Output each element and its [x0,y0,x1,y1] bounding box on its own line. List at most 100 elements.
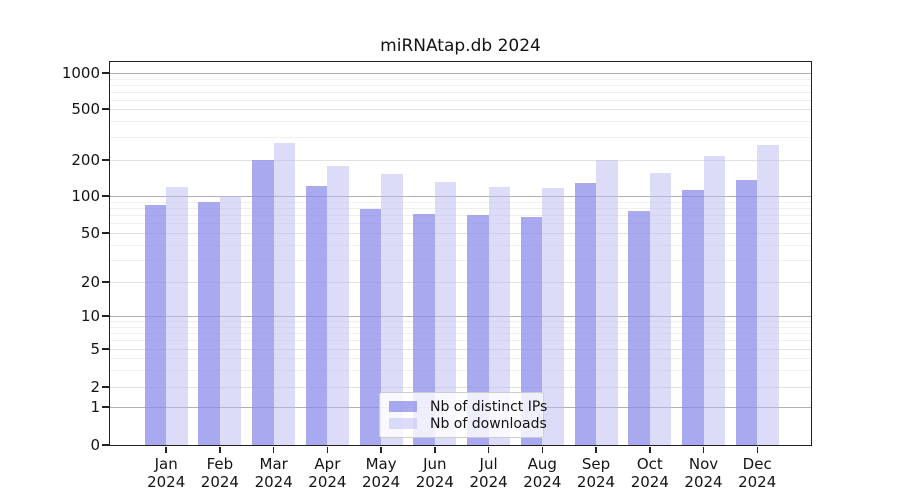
gridline-30 [110,260,811,262]
gridline-20 [110,282,811,283]
bar-downloads-sep [596,160,618,445]
legend-item-downloads: Nb of downloads [389,415,547,432]
gridline-900 [110,78,811,80]
x-tick-label-may: May 2024 [362,455,401,491]
y-tick-label-2: 2 [90,378,100,396]
bar-downloads-mar [273,142,296,445]
y-tick-label-1: 1 [90,398,100,416]
legend-label-downloads: Nb of downloads [430,415,547,432]
y-tick-label-500: 500 [71,100,100,118]
gridline-50 [110,233,811,234]
x-tick-mark-sep [595,446,597,453]
x-tick-label-mar: Mar 2024 [254,455,293,491]
y-tick-mark-50 [102,232,109,234]
bar-ips-mar [252,160,274,445]
bar-ips-may [359,208,382,445]
y-tick-label-100: 100 [71,187,100,205]
legend-swatch-distinct-ips [389,401,417,412]
x-tick-label-aug: Aug 2024 [523,455,562,491]
gridline-1000 [110,73,811,74]
y-tick-mark-5 [102,348,109,350]
bar-downloads-dec [757,145,779,445]
legend-swatch-downloads [389,418,417,429]
gridline-400 [110,121,811,123]
legend: Nb of distinct IPs Nb of downloads [379,392,547,438]
y-tick-mark-100 [102,195,109,197]
bar-ips-dec [735,180,758,445]
gridline-5 [110,349,811,350]
gridline-600 [110,99,811,101]
x-tick-label-sep: Sep 2024 [576,455,616,491]
bar-ips-jan [144,204,167,445]
legend-label-distinct-ips: Nb of distinct IPs [430,398,548,415]
x-tick-label-oct: Oct 2024 [630,455,669,491]
plot-area [110,62,811,445]
y-tick-label-1000: 1000 [61,64,100,82]
bar-downloads-may [381,173,403,445]
y-tick-mark-20 [102,281,109,283]
bar-ips-sep [574,183,596,445]
x-tick-label-jun: Jun 2024 [415,455,454,491]
y-tick-label-200: 200 [71,151,100,169]
y-tick-mark-0 [102,444,109,446]
bar-downloads-jul [488,186,511,445]
gridline-70 [110,215,811,216]
bar-downloads-jan [166,187,188,445]
x-tick-mark-jan [165,446,167,453]
gridline-6 [110,340,811,342]
y-tick-mark-2 [102,386,109,388]
gridline-4 [110,358,811,360]
gridline-10 [110,316,811,317]
y-tick-label-0: 0 [90,436,100,454]
gridline-700 [110,91,811,93]
x-tick-mark-jul [487,446,490,453]
bar-downloads-aug [542,187,564,445]
gridline-300 [110,137,811,139]
bar-ips-aug [520,217,543,445]
gridline-60 [110,223,811,225]
bar-downloads-feb [219,196,242,445]
bar-ips-oct [628,210,650,445]
y-tick-mark-200 [102,159,109,161]
x-tick-label-jul: Jul 2024 [469,455,508,491]
x-tick-label-nov: Nov 2024 [684,455,723,491]
gridline-8 [110,326,811,328]
gridline-90 [110,201,811,203]
legend-item-distinct-ips: Nb of distinct IPs [389,398,547,415]
y-tick-label-20: 20 [80,273,100,291]
bar-downloads-oct [649,173,672,445]
x-tick-mark-nov [702,446,705,453]
gridline-9 [110,321,811,322]
x-tick-mark-feb [219,446,221,453]
x-tick-label-apr: Apr 2024 [308,455,347,491]
bar-ips-nov [682,190,704,445]
bar-ips-feb [198,202,220,445]
gridline-3 [110,370,811,372]
y-tick-label-5: 5 [90,340,100,358]
gridline-80 [110,207,811,209]
y-tick-label-50: 50 [80,224,100,242]
chart-title: miRNAtap.db 2024 [380,36,541,56]
bar-downloads-nov [703,155,725,445]
x-tick-label-jan: Jan 2024 [147,455,186,491]
gridline-7 [110,333,811,334]
bar-ips-apr [305,185,328,445]
x-tick-label-feb: Feb 2024 [200,455,239,491]
gridline-500 [110,109,811,110]
gridline-800 [110,84,811,86]
y-tick-mark-1000 [102,72,109,74]
gridline-2 [110,387,811,388]
x-tick-mark-may [380,446,382,453]
y-tick-mark-500 [102,108,109,110]
x-tick-label-dec: Dec 2024 [738,455,777,491]
x-tick-mark-jun [434,446,436,453]
gridline-100 [110,196,811,197]
bar-downloads-apr [327,165,349,445]
y-tick-label-10: 10 [80,307,100,325]
x-tick-mark-apr [326,446,329,453]
gridline-40 [110,244,811,246]
bar-ips-jul [467,215,489,445]
bar-downloads-jun [434,181,457,445]
x-tick-mark-oct [649,446,651,453]
bar-ips-jun [413,213,435,445]
